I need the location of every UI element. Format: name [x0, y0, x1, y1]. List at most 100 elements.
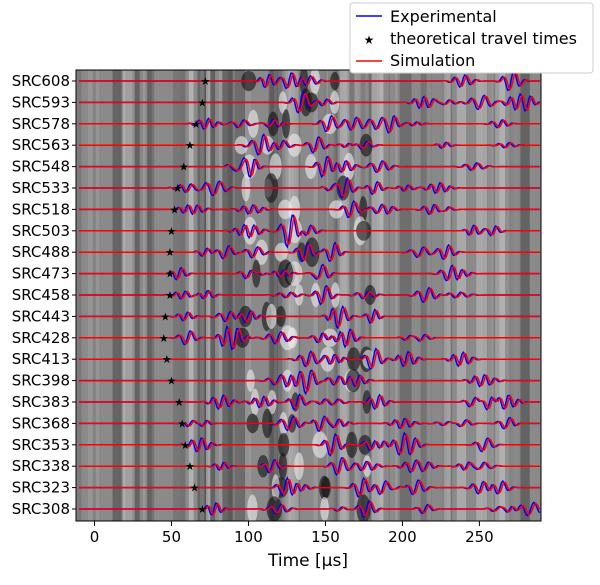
wavefield-band [277, 70, 283, 521]
simulation-trace [79, 416, 540, 432]
travel-time-marker: ★ [165, 268, 175, 281]
wavefield-feature [267, 111, 279, 137]
travel-time-marker: ★ [159, 332, 169, 345]
x-axis-label: Time [μs] [267, 551, 348, 571]
legend-label-travel-times: theoretical travel times [390, 29, 577, 48]
simulation-trace [79, 478, 540, 497]
wavefield-band [318, 70, 327, 521]
wavefield-feature [257, 454, 269, 478]
simulation-trace [79, 327, 540, 350]
simulation-trace [79, 433, 540, 456]
legend-box [349, 2, 594, 74]
y-tick-label: SRC428 [12, 329, 70, 347]
wavefield-feature [250, 388, 260, 416]
y-tick-label: SRC368 [12, 414, 70, 432]
y-tick-label: SRC353 [12, 436, 70, 454]
y-tick-label: SRC548 [12, 158, 70, 176]
y-tick-label: SRC398 [12, 372, 70, 390]
wavefield-feature [364, 285, 377, 305]
legend: Experimental ★ theoretical travel times … [349, 2, 594, 74]
wavefield-feature [252, 259, 261, 288]
wavefield-feature [243, 216, 258, 245]
y-tick-label: SRC608 [12, 72, 70, 90]
wavefield-feature [238, 305, 253, 328]
y-tick-label: SRC413 [12, 350, 70, 368]
travel-time-marker: ★ [185, 139, 195, 152]
travel-time-marker: ★ [177, 417, 187, 430]
simulation-trace [79, 243, 540, 262]
x-tick-label: 200 [388, 528, 417, 546]
x-tick-labels: 0 50 100 150 200 250 [90, 521, 494, 546]
legend-star-icon: ★ [364, 33, 375, 47]
legend-label-experimental: Experimental [390, 7, 497, 26]
travel-time-marker: ★ [170, 203, 180, 216]
y-tick-label: SRC443 [12, 307, 70, 325]
simulation-trace [79, 201, 540, 218]
wavefield-feature [271, 474, 280, 501]
y-tick-labels: SRC608 SRC593 SRC578 SRC563 SRC548 SRC533 SRC5… [12, 72, 76, 518]
travel-time-marker: ★ [180, 439, 190, 452]
simulation-trace [79, 72, 540, 91]
travel-time-marker: ★ [162, 353, 172, 366]
y-tick-label: SRC323 [12, 479, 70, 497]
simulation-trace [79, 265, 540, 281]
wavefield-feature [310, 282, 321, 308]
simulation-trace [79, 92, 541, 113]
travel-time-marker: ★ [174, 396, 184, 409]
simulation-trace [79, 307, 540, 328]
travel-time-marker: ★ [167, 225, 177, 238]
wavefield-band [420, 70, 427, 521]
legend-label-simulation: Simulation [390, 51, 475, 70]
y-tick-label: SRC458 [12, 286, 70, 304]
y-tick-label: SRC308 [12, 500, 70, 518]
wavefield-feature [247, 494, 258, 521]
travel-time-marker: ★ [185, 460, 195, 473]
x-tick-label: 100 [234, 528, 263, 546]
simulation-trace [79, 349, 540, 370]
travel-time-marker: ★ [160, 310, 170, 323]
simulation-trace [79, 215, 540, 246]
wavefield-feature [277, 259, 294, 288]
y-tick-label: SRC593 [12, 93, 70, 111]
x-tick-label: 250 [465, 528, 494, 546]
y-tick-label: SRC563 [12, 136, 70, 154]
simulation-trace [79, 500, 541, 517]
y-tick-label: SRC578 [12, 115, 70, 133]
y-tick-label: SRC503 [12, 222, 70, 240]
travel-time-markers: ★ ★ ★ ★ ★ ★ ★ ★ ★ ★ ★ ★ ★ ★ ★ ★ ★ ★ ★ ★ ★ [159, 75, 211, 516]
travel-time-marker: ★ [200, 75, 210, 88]
wavefield-band [206, 70, 211, 521]
wavefield-band [456, 70, 467, 521]
simulation-trace [79, 394, 540, 410]
x-tick-label: 0 [90, 528, 100, 546]
y-tick-label: SRC518 [12, 200, 70, 218]
y-tick-label: SRC383 [12, 393, 70, 411]
travel-time-marker: ★ [165, 289, 175, 302]
simulation-trace [79, 457, 540, 474]
x-tick-label: 150 [311, 528, 340, 546]
y-tick-label: SRC338 [12, 457, 70, 475]
simulation-trace [79, 156, 540, 178]
travel-time-marker: ★ [191, 118, 201, 131]
wavefield-feature [362, 455, 372, 478]
travel-time-marker: ★ [197, 503, 207, 516]
travel-time-marker: ★ [197, 96, 207, 109]
wavefield-band [174, 70, 181, 521]
simulation-trace [79, 178, 540, 198]
x-tick-label: 50 [162, 528, 181, 546]
wavefield-feature [282, 369, 293, 392]
y-tick-label: SRC473 [12, 265, 70, 283]
wavefield-feature [279, 325, 296, 351]
wavefield-band [354, 70, 361, 521]
y-tick-label: SRC488 [12, 243, 70, 261]
travel-time-marker: ★ [167, 375, 177, 388]
simulation-trace [79, 285, 540, 304]
travel-time-marker: ★ [165, 246, 175, 259]
simulation-trace [79, 134, 540, 155]
traces-group [79, 70, 541, 519]
y-tick-label: SRC533 [12, 179, 70, 197]
simulation-trace [79, 370, 540, 393]
travel-time-marker: ★ [190, 482, 200, 495]
travel-time-marker: ★ [173, 182, 183, 195]
